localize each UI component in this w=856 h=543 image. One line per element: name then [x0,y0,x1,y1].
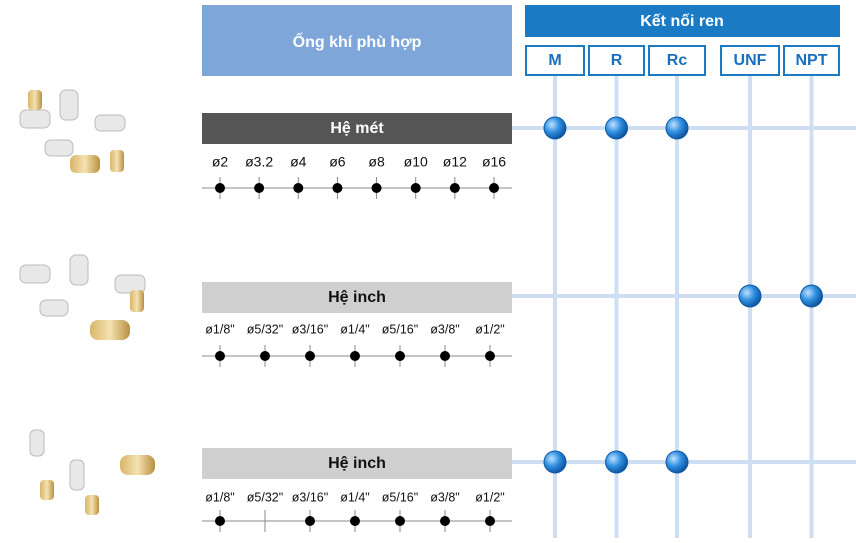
size-label: ø1/2" [475,322,504,336]
size-dot [215,183,225,193]
row-label-bar [202,448,512,479]
thread-label: R [611,52,623,69]
size-label: ø5/16" [382,322,418,336]
size-label: ø2 [212,154,229,170]
product-photos [19,89,155,515]
size-dot [371,183,382,193]
size-label: ø1/2" [475,490,504,504]
size-dot [485,351,495,361]
size-label: ø3/8" [430,322,459,336]
size-label: ø12 [443,154,467,170]
size-label: ø4 [290,154,307,170]
size-dot [489,183,499,193]
size-label: ø3.2 [245,154,273,170]
size-label: ø1/4" [340,490,369,504]
size-label: ø1/4" [340,322,369,336]
size-dot [449,183,460,193]
thread-dot [665,116,689,140]
size-label: ø16 [482,154,506,170]
size-label: ø1/8" [205,490,234,504]
size-dot [260,351,270,361]
thread-box [783,45,840,76]
row-label-bar [202,113,512,144]
size-dot [410,183,421,193]
row-label: Hệ inch [328,289,386,306]
thread-dot [738,284,762,308]
size-label: ø3/16" [292,490,328,504]
size-label: ø5/16" [382,490,418,504]
size-label: ø8 [368,154,385,170]
size-dot [350,516,360,526]
thread-label: UNF [734,52,767,69]
tube-header: Ống khí phù hợp [293,31,422,51]
thread-dot [605,116,628,140]
thread-header: Kết nối ren [640,13,724,30]
size-dot [215,351,225,361]
thread-dot [543,116,567,140]
thread-dot [800,284,823,308]
thread-label: Rc [667,52,688,69]
thread-box [525,45,585,76]
size-label: ø3/16" [292,322,328,336]
size-dot [395,351,405,361]
size-dot [293,183,304,193]
thread-dot [605,450,628,474]
size-label: ø10 [404,154,428,170]
size-label: ø6 [329,154,346,170]
thread-header-box [525,5,840,37]
size-dot [440,516,450,526]
size-dot [305,516,315,526]
thread-dot [543,450,567,474]
size-dot [485,516,495,526]
row-label-bar [202,282,512,313]
size-label: ø1/8" [205,322,234,336]
size-dot [350,351,360,361]
size-dot [440,351,450,361]
thread-label: NPT [796,52,828,69]
row-label: Hệ inch [328,455,386,472]
thread-box [720,45,780,76]
size-dot [395,516,405,526]
row-label: Hệ mét [330,120,384,137]
tube-header-box [202,5,512,76]
size-label: ø5/32" [247,490,283,504]
size-label: ø3/8" [430,490,459,504]
size-dot [215,516,225,526]
size-dot [305,351,315,361]
thread-box [588,45,645,76]
size-label: ø5/32" [247,322,283,336]
thread-label: M [548,52,561,69]
size-dot [332,183,343,193]
thread-box [648,45,706,76]
thread-dot [665,450,689,474]
size-dot [254,183,265,193]
